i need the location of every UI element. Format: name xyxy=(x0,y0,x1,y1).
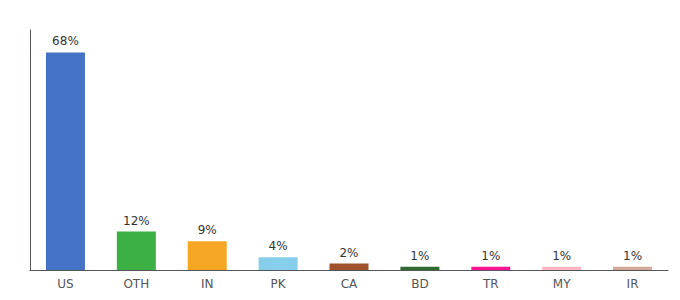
svg-text:OTH: OTH xyxy=(123,277,149,291)
svg-text:CA: CA xyxy=(341,277,358,291)
svg-text:1%: 1% xyxy=(552,249,571,263)
svg-text:MY: MY xyxy=(553,277,571,291)
svg-text:9%: 9% xyxy=(198,223,217,237)
svg-text:1%: 1% xyxy=(410,249,429,263)
svg-text:IR: IR xyxy=(627,277,639,291)
svg-text:68%: 68% xyxy=(52,34,79,48)
svg-text:1%: 1% xyxy=(623,249,642,263)
svg-text:US: US xyxy=(57,277,73,291)
svg-text:12%: 12% xyxy=(123,214,150,228)
svg-text:BD: BD xyxy=(411,277,428,291)
svg-text:IN: IN xyxy=(201,277,214,291)
svg-text:2%: 2% xyxy=(339,246,358,260)
svg-text:1%: 1% xyxy=(481,249,500,263)
svg-text:PK: PK xyxy=(271,277,287,291)
svg-text:TR: TR xyxy=(482,277,499,291)
svg-text:4%: 4% xyxy=(269,239,288,253)
